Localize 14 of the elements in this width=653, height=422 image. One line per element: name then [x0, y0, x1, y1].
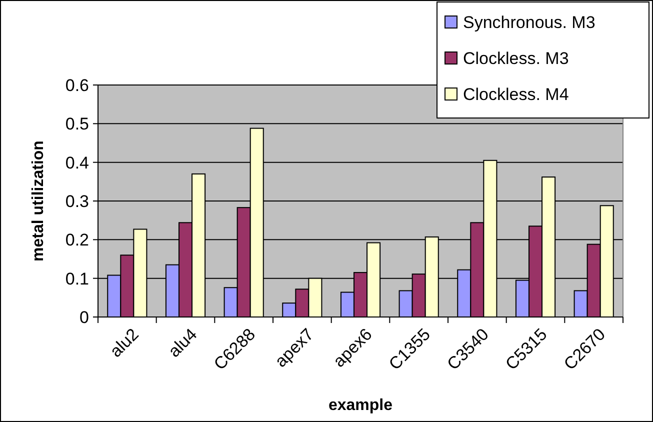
- y-tick-label: 0.6: [65, 76, 89, 95]
- y-axis-title: metal utilization: [30, 140, 47, 262]
- x-axis-title: example: [328, 397, 393, 414]
- y-tick-label: 0: [80, 308, 89, 327]
- y-tick-label: 0.3: [65, 192, 89, 211]
- legend-label: Clockless. M3: [463, 48, 569, 68]
- y-tick-label: 0.1: [65, 269, 89, 288]
- x-tick-label: alu2: [106, 324, 142, 361]
- y-tick-label: 0.2: [65, 230, 89, 250]
- x-tick-label: alu4: [164, 324, 201, 361]
- y-tick-label: 0.4: [65, 153, 89, 172]
- legend-label: Clockless. M4: [463, 84, 569, 104]
- y-tick-label: 0.5: [65, 114, 89, 134]
- legend-label: Synchronous. M3: [463, 12, 596, 32]
